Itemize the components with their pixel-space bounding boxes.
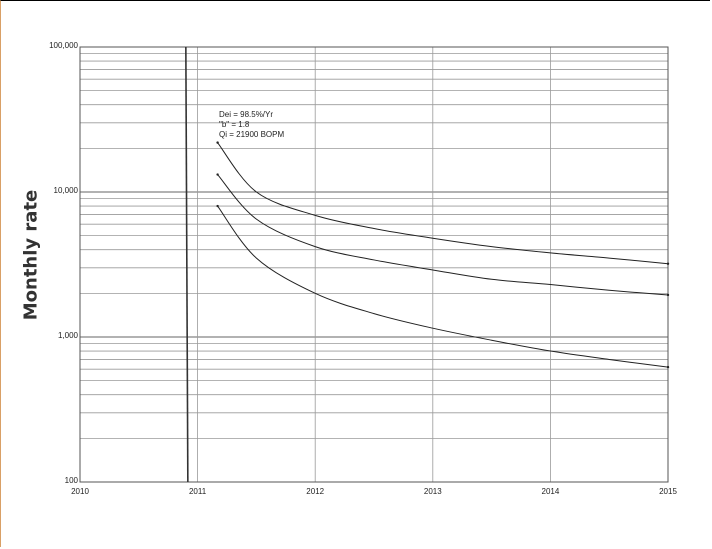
vertical-marker-line <box>185 46 189 483</box>
y-tick-label: 10,000 <box>54 186 79 195</box>
y-tick-label: 100 <box>65 476 79 485</box>
x-tick-label: 2011 <box>189 487 207 496</box>
x-tick-label: 2015 <box>659 487 677 496</box>
plot-border <box>79 46 669 483</box>
series-group <box>216 141 670 369</box>
x-tick-label: 2013 <box>424 487 442 496</box>
horizontal-gridlines <box>80 53 668 483</box>
series-line-2 <box>217 174 669 296</box>
annotation-line-1: Dei = 98.5%/Yr <box>219 110 273 119</box>
series-3-point <box>216 204 219 208</box>
series-line-1 <box>217 142 669 265</box>
series-line-3 <box>217 205 669 368</box>
annotation-line-3: Qi = 21900 BOPM <box>219 130 284 139</box>
annotation-line-2: "b" = 1.8 <box>219 120 250 129</box>
tick-labels: 2010 2011 2012 2013 2014 2015 100 1,000 10,000 10… <box>49 41 677 496</box>
series-2-point <box>666 293 670 297</box>
plot-axes <box>79 46 669 483</box>
series-3-point <box>666 365 670 369</box>
series-1-point <box>216 141 219 144</box>
series-1-point <box>666 262 670 265</box>
x-tick-label: 2014 <box>542 487 560 496</box>
x-tick-label: 2010 <box>71 487 89 496</box>
x-tick-label: 2012 <box>306 487 324 496</box>
vertical-gridlines <box>79 47 669 482</box>
y-tick-label: 1,000 <box>58 331 79 340</box>
series-2-point <box>216 173 219 176</box>
y-tick-label: 100,000 <box>49 41 78 50</box>
